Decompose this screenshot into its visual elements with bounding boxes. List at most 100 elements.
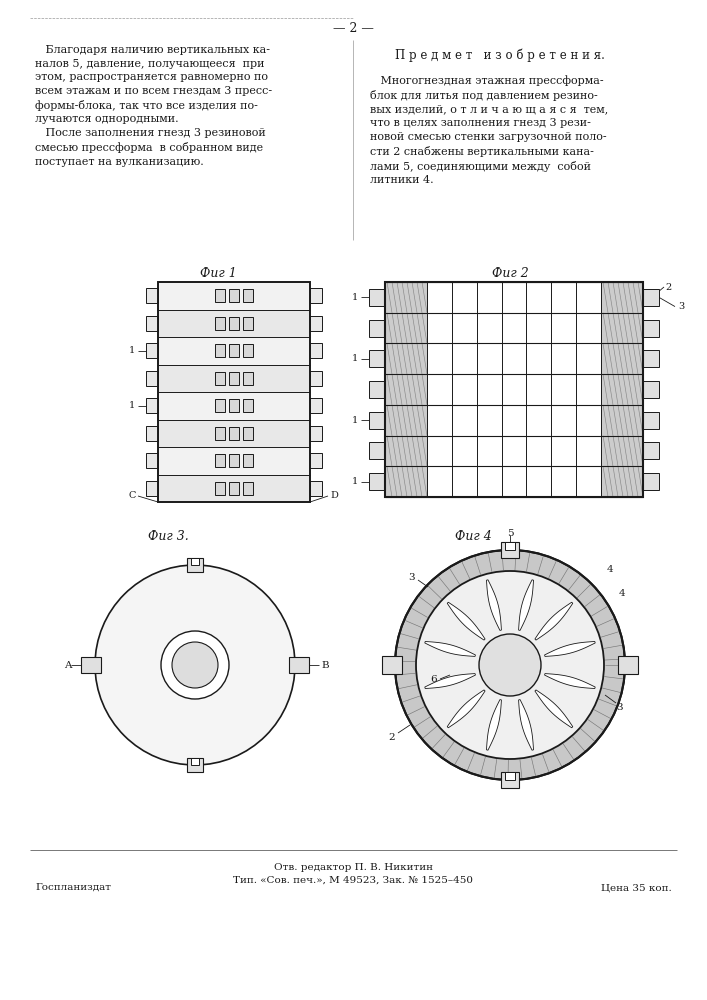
Bar — [385, 405, 427, 436]
Bar — [215, 454, 225, 467]
Bar — [369, 442, 385, 459]
Bar — [643, 320, 659, 337]
Bar — [187, 558, 203, 572]
Bar — [505, 542, 515, 550]
Bar — [229, 482, 239, 495]
Text: 3: 3 — [617, 702, 624, 712]
Bar — [601, 282, 643, 313]
Bar — [385, 436, 427, 466]
Bar — [215, 317, 225, 330]
Bar — [385, 282, 643, 497]
Bar — [369, 381, 385, 398]
Bar — [385, 313, 427, 343]
Text: П р е д м е т   и з о б р е т е н и я.: П р е д м е т и з о б р е т е н и я. — [395, 48, 605, 62]
Bar — [146, 288, 158, 303]
Bar — [146, 398, 158, 413]
Bar — [158, 447, 310, 475]
Bar — [158, 282, 310, 310]
Bar — [158, 310, 310, 337]
Bar — [310, 371, 322, 386]
Polygon shape — [544, 674, 595, 689]
Text: Фиг 4: Фиг 4 — [455, 530, 492, 543]
Bar — [310, 426, 322, 441]
Polygon shape — [544, 641, 595, 656]
Bar — [215, 344, 225, 357]
Bar — [643, 289, 659, 306]
Text: — 2 —: — 2 — — [332, 22, 373, 35]
Text: 3: 3 — [409, 572, 415, 582]
Text: D: D — [330, 491, 338, 500]
Text: B: B — [321, 660, 329, 670]
Bar — [243, 317, 253, 330]
Bar — [243, 289, 253, 302]
Ellipse shape — [479, 634, 541, 696]
Bar — [501, 542, 519, 558]
Polygon shape — [425, 674, 475, 689]
Text: 1: 1 — [352, 354, 358, 363]
Text: 1: 1 — [129, 401, 135, 410]
Ellipse shape — [416, 571, 604, 759]
Text: Благодаря наличию вертикальных ка-
налов 5, давление, получающееся  при
этом, ра: Благодаря наличию вертикальных ка- налов… — [35, 45, 272, 167]
Bar — [501, 772, 519, 788]
Text: 5: 5 — [506, 664, 514, 676]
Bar — [601, 374, 643, 405]
Bar — [382, 656, 402, 674]
Bar — [601, 405, 643, 436]
Text: Фиг 1: Фиг 1 — [199, 267, 236, 280]
Bar — [215, 427, 225, 440]
Bar — [385, 343, 427, 374]
Polygon shape — [425, 641, 475, 656]
Bar — [158, 475, 310, 502]
Bar — [229, 427, 239, 440]
Text: 3: 3 — [678, 302, 684, 311]
Text: 1: 1 — [129, 346, 135, 355]
Text: A: A — [64, 660, 71, 670]
Polygon shape — [519, 580, 534, 630]
Bar — [229, 317, 239, 330]
Polygon shape — [448, 690, 485, 728]
Bar — [369, 412, 385, 429]
Bar — [618, 656, 638, 674]
Bar — [229, 399, 239, 412]
Text: Отв. редактор П. В. Никитин
Тип. «Сов. печ.», М 49523, Зак. № 1525–450: Отв. редактор П. В. Никитин Тип. «Сов. п… — [233, 863, 473, 884]
Bar — [310, 398, 322, 413]
Bar — [369, 350, 385, 367]
Polygon shape — [448, 602, 485, 640]
Bar — [601, 436, 643, 466]
Ellipse shape — [95, 565, 295, 765]
Bar — [243, 344, 253, 357]
Text: 5: 5 — [507, 528, 513, 538]
Text: Фиг 3.: Фиг 3. — [148, 530, 189, 543]
Bar — [158, 420, 310, 447]
Bar — [146, 343, 158, 358]
Bar — [146, 426, 158, 441]
Bar — [369, 473, 385, 490]
Bar — [643, 412, 659, 429]
Bar — [310, 343, 322, 358]
Bar — [229, 454, 239, 467]
Bar — [369, 320, 385, 337]
Ellipse shape — [395, 550, 625, 780]
Bar — [146, 371, 158, 386]
Bar — [243, 427, 253, 440]
Text: 4: 4 — [619, 588, 625, 597]
Text: Многогнездная этажная прессформа-
блок для литья под давлением резино-
вых издел: Многогнездная этажная прессформа- блок д… — [370, 75, 608, 185]
Bar — [158, 392, 310, 420]
Bar — [229, 372, 239, 385]
Bar — [243, 399, 253, 412]
Text: C: C — [128, 491, 136, 500]
Polygon shape — [519, 700, 534, 750]
Bar — [243, 482, 253, 495]
Bar — [310, 453, 322, 468]
Polygon shape — [486, 700, 501, 750]
Bar — [289, 657, 309, 673]
Bar — [146, 481, 158, 496]
Text: Госпланиздат: Госпланиздат — [35, 883, 111, 892]
Bar — [505, 772, 515, 780]
Ellipse shape — [172, 642, 218, 688]
Bar — [385, 374, 427, 405]
Bar — [601, 466, 643, 497]
Text: 1: 1 — [352, 477, 358, 486]
Bar — [310, 288, 322, 303]
Bar — [601, 313, 643, 343]
